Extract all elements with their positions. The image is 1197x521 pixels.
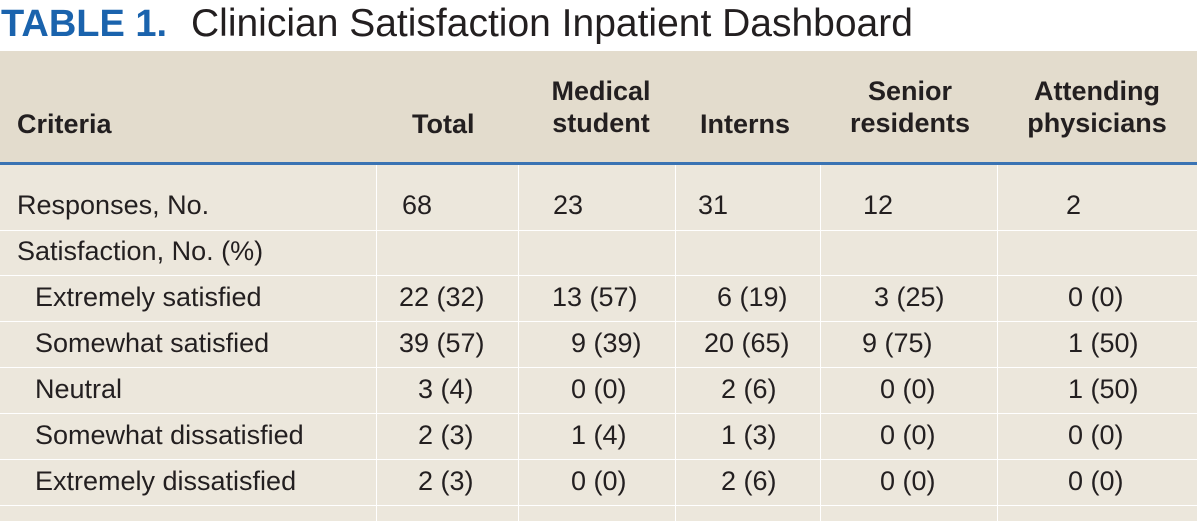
cell-criteria: Somewhat satisfied: [35, 328, 270, 358]
cell-senior-residents: 3 (25): [874, 282, 945, 312]
table-header: Criteria Total Medical student Interns S…: [0, 51, 1197, 162]
table-label: TABLE 1.: [1, 3, 168, 45]
row-separator: [0, 413, 1197, 414]
row-separator: [0, 230, 1197, 231]
column-header-attending-physicians-line-1: Attending: [1034, 76, 1160, 106]
cell-total: 22 (32): [399, 282, 485, 312]
cell-senior-residents: 0 (0): [880, 466, 936, 496]
cell-medical-student: 13 (57): [552, 282, 638, 312]
column-header-senior-residents: Senior residents: [840, 75, 980, 139]
cell-attending-physicians: 1 (50): [1068, 328, 1139, 358]
row-separator: [0, 459, 1197, 460]
column-separator: [376, 165, 377, 521]
column-header-senior-residents-line-2: residents: [849, 108, 971, 138]
cell-senior-residents: 0 (0): [880, 420, 936, 450]
cell-interns: 2 (6): [721, 466, 777, 496]
cell-attending-physicians: 2: [1066, 190, 1082, 220]
cell-total: 2 (3): [418, 420, 474, 450]
cell-criteria: Somewhat dissatisfied: [35, 420, 304, 450]
cell-criteria: Extremely satisfied: [35, 282, 262, 312]
cell-interns: 31: [698, 190, 729, 220]
cell-interns: 2 (6): [721, 374, 777, 404]
column-header-medical-student-line-2: student: [552, 108, 650, 138]
column-header-attending-physicians: Attending physicians: [1018, 75, 1176, 139]
cell-senior-residents: 0 (0): [880, 374, 936, 404]
column-header-attending-physicians-line-2: physicians: [1027, 108, 1167, 138]
header-divider: [0, 162, 1197, 165]
cell-medical-student: 1 (4): [571, 420, 627, 450]
cell-medical-student: 0 (0): [571, 374, 627, 404]
cell-senior-residents: 12: [863, 190, 894, 220]
cell-senior-residents: 9 (75): [862, 328, 933, 358]
cell-interns: 20 (65): [704, 328, 790, 358]
row-separator: [0, 505, 1197, 506]
column-header-interns: Interns: [700, 109, 791, 139]
cell-criteria: Satisfaction, No. (%): [17, 236, 264, 266]
cell-medical-student: 9 (39): [571, 328, 642, 358]
cell-interns: 1 (3): [721, 420, 777, 450]
column-header-senior-residents-line-1: Senior: [867, 76, 953, 106]
column-separator: [675, 165, 676, 521]
column-separator: [997, 165, 998, 521]
cell-attending-physicians: 0 (0): [1068, 466, 1124, 496]
table-panel: Criteria Total Medical student Interns S…: [0, 51, 1197, 521]
cell-criteria: Responses, No.: [17, 190, 210, 220]
cell-total: 68: [402, 190, 433, 220]
cell-total: 39 (57): [399, 328, 485, 358]
cell-attending-physicians: 0 (0): [1068, 420, 1124, 450]
cell-attending-physicians: 0 (0): [1068, 282, 1124, 312]
column-separator: [820, 165, 821, 521]
column-separator: [518, 165, 519, 521]
column-header-medical-student: Medical student: [542, 75, 660, 139]
column-header-medical-student-line-1: Medical: [551, 76, 651, 106]
cell-medical-student: 0 (0): [571, 466, 627, 496]
row-separator: [0, 367, 1197, 368]
cell-attending-physicians: 1 (50): [1068, 374, 1139, 404]
cell-total: 3 (4): [418, 374, 474, 404]
column-header-total: Total: [412, 109, 475, 139]
row-separator: [0, 275, 1197, 276]
cell-medical-student: 23: [553, 190, 584, 220]
column-header-criteria: Criteria: [17, 109, 112, 139]
cell-interns: 6 (19): [717, 282, 788, 312]
row-separator: [0, 321, 1197, 322]
cell-criteria: Extremely dissatisfied: [35, 466, 297, 496]
cell-criteria: Neutral: [35, 374, 123, 404]
cell-total: 2 (3): [418, 466, 474, 496]
table-title: TABLE 1. Clinician Satisfaction Inpatien…: [0, 0, 1197, 50]
table-title-text: Clinician Satisfaction Inpatient Dashboa…: [191, 2, 913, 45]
